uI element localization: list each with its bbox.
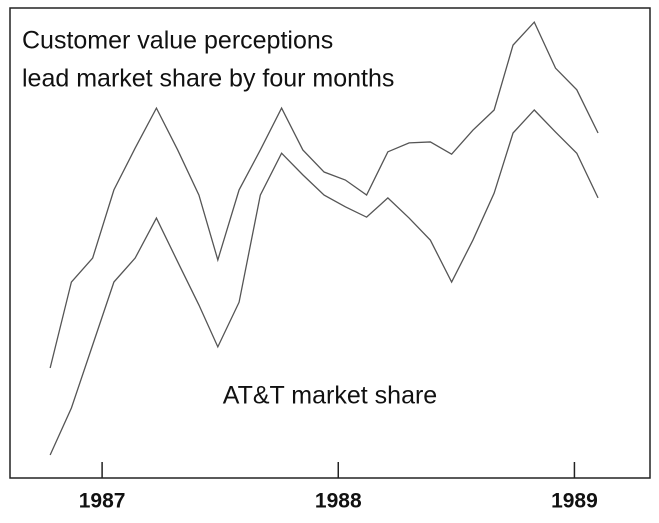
x-tick-label: 1987 [79,490,126,513]
x-tick-label: 1989 [551,490,598,513]
x-tick-label: 1988 [315,490,362,513]
series-line [49,20,599,369]
series-line [49,109,599,456]
chart-title-line: Customer value perceptions [22,27,333,55]
plot-frame [9,7,651,479]
chart-title-line: lead market share by four months [22,65,394,93]
annotation: AT&T market share [223,382,437,410]
